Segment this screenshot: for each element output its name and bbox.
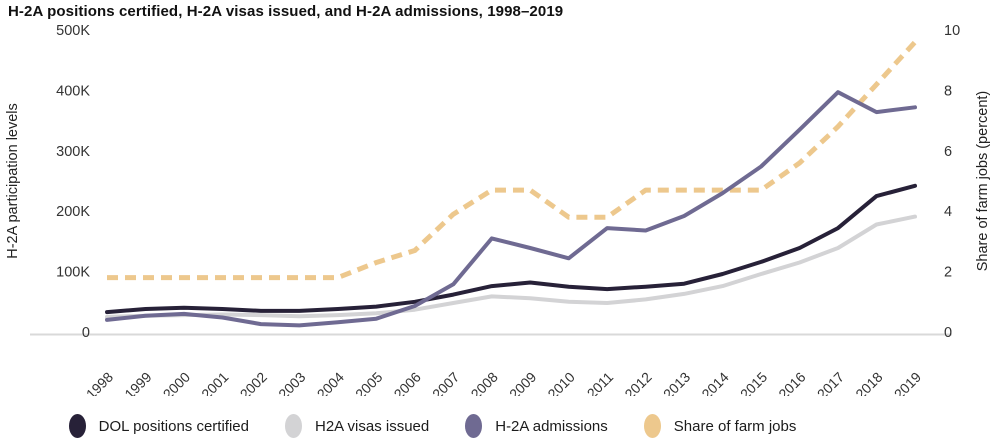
legend: DOL positions certified H2A visas issued… — [0, 414, 1000, 438]
x-tick-label: 1998 — [83, 369, 116, 396]
y-tick-label-left: 300K — [56, 144, 90, 160]
y-tick-label-left: 100K — [56, 265, 90, 281]
x-tick-label: 2014 — [698, 369, 731, 396]
legend-item-admissions: H-2A admissions — [465, 414, 608, 438]
legend-item-visas: H2A visas issued — [285, 414, 429, 438]
x-tick-label: 2003 — [275, 369, 308, 396]
x-tick-label: 2013 — [660, 369, 693, 396]
y-tick-label-left: 400K — [56, 83, 90, 99]
x-tick-label: 2008 — [468, 369, 501, 396]
x-tick-label: 2006 — [391, 369, 424, 396]
y-tick-label-right: 10 — [944, 23, 960, 39]
x-tick-label: 2018 — [852, 369, 885, 396]
x-tick-label: 2017 — [814, 369, 847, 396]
legend-item-share: Share of farm jobs — [643, 414, 797, 438]
series-line-h2a-visas-issued — [105, 214, 917, 319]
x-tick-label: 2016 — [775, 369, 808, 396]
x-tick-label: 2007 — [429, 369, 462, 396]
y-tick-label-right: 6 — [944, 144, 952, 160]
x-tick-label: 2015 — [737, 369, 770, 396]
legend-label-admissions: H-2A admissions — [495, 417, 608, 435]
series-line-h-2a-admissions — [105, 90, 917, 328]
x-tick-label: 2002 — [237, 369, 270, 396]
series-line-dol-positions-certified — [105, 183, 917, 315]
y-tick-label-right: 0 — [944, 325, 952, 341]
y-axis-right-title: Share of farm jobs (percent) — [975, 91, 991, 272]
x-tick-label: 2010 — [544, 369, 577, 396]
x-tick-label: 2009 — [506, 369, 539, 396]
y-tick-label-right: 2 — [944, 265, 952, 281]
x-tick-label: 2019 — [891, 369, 924, 396]
legend-swatch-certified — [68, 414, 86, 438]
legend-label-visas: H2A visas issued — [315, 417, 430, 435]
x-tick-label: 2000 — [160, 369, 193, 396]
y-tick-label-right: 4 — [944, 204, 952, 220]
chart-title: H-2A positions certified, H-2A visas iss… — [8, 3, 564, 20]
x-tick-label: 2005 — [352, 369, 385, 396]
legend-swatch-admissions — [465, 414, 483, 438]
x-tick-label: 2012 — [621, 369, 654, 396]
legend-label-share: Share of farm jobs — [673, 417, 797, 435]
legend-item-certified: DOL positions certified — [68, 414, 249, 438]
x-tick-label: 2004 — [314, 369, 347, 396]
y-tick-label-right: 8 — [944, 83, 952, 99]
y-tick-label-left: 200K — [56, 204, 90, 220]
series-line-share-of-farm-jobs — [107, 40, 917, 281]
plot-svg: 500K 400K 300K 200K 100K 0 10 8 6 4 2 0 H-2A partici… — [5, 23, 991, 396]
y-tick-label-left: 500K — [56, 23, 90, 39]
legend-swatch-share — [643, 414, 661, 438]
legend-swatch-visas — [285, 414, 302, 438]
x-tick-label: 2011 — [584, 369, 617, 396]
y-axis-left-title: H-2A participation levels — [5, 103, 21, 259]
x-tick-label: 2001 — [198, 369, 231, 396]
y-tick-label-left: 0 — [82, 325, 90, 341]
x-tick-label: 1999 — [121, 369, 154, 396]
legend-label-certified: DOL positions certified — [98, 417, 249, 435]
